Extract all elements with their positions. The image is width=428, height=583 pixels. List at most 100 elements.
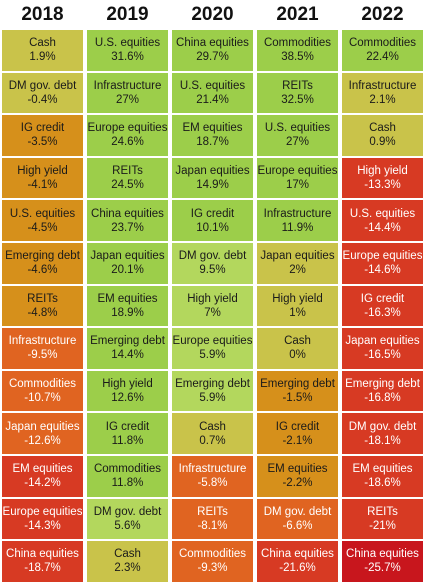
return-value: 9.5% [199, 264, 226, 277]
asset-name: EM equities [12, 463, 73, 476]
asset-name: Commodities [8, 378, 77, 391]
return-cell: DM gov. debt -18.1% [342, 413, 423, 454]
asset-name: Europe equities [172, 335, 253, 348]
return-value: 2.1% [369, 93, 396, 106]
return-value: -12.6% [24, 434, 61, 447]
asset-name: U.S. equities [179, 79, 246, 92]
return-cell: Infrastructure -5.8% [172, 456, 253, 497]
return-value: -1.5% [282, 392, 313, 405]
return-cell: U.S. equities 21.4% [172, 72, 253, 114]
asset-name: Japan equities [260, 250, 335, 263]
return-cell: REITs 32.5% [257, 72, 338, 114]
asset-name: Commodities [263, 37, 332, 50]
return-cell: China equities -21.6% [257, 541, 338, 582]
asset-name: China equities [346, 548, 419, 561]
asset-name: Emerging debt [260, 378, 335, 391]
return-cell: Europe equities -14.3% [2, 498, 83, 540]
return-cell: IG credit 10.1% [172, 200, 253, 241]
return-cell: High yield -13.3% [342, 157, 423, 199]
return-cell: Commodities 22.4% [342, 30, 423, 71]
return-cell: China equities -25.7% [342, 541, 423, 582]
return-cell: REITs -8.1% [172, 498, 253, 540]
return-cell: IG credit -2.1% [257, 413, 338, 454]
return-cell: Europe equities 17% [257, 157, 338, 199]
asset-name: Infrastructure [93, 79, 162, 92]
return-cell: U.S. equities 27% [257, 115, 338, 156]
return-cell: U.S. equities -4.5% [2, 200, 83, 241]
asset-name: High yield [272, 292, 323, 305]
return-value: -21% [369, 519, 396, 532]
return-value: -4.5% [27, 221, 58, 234]
return-cell: DM gov. debt 9.5% [172, 243, 253, 284]
return-value: 17% [285, 179, 310, 192]
return-cell: Commodities 11.8% [87, 456, 168, 497]
return-value: -4.8% [27, 306, 58, 319]
asset-name: EM equities [182, 122, 243, 135]
return-cell: REITs -21% [342, 498, 423, 540]
return-cell: Cash 0.9% [342, 115, 423, 156]
return-value: -21.6% [279, 562, 316, 575]
asset-name: Infrastructure [348, 79, 417, 92]
asset-name: Commodities [93, 463, 162, 476]
return-cell: Infrastructure -9.5% [2, 328, 83, 369]
return-value: -18.7% [24, 562, 61, 575]
return-cell: Infrastructure 11.9% [257, 200, 338, 241]
asset-name: High yield [17, 165, 68, 178]
return-cell: Emerging debt -1.5% [257, 370, 338, 412]
asset-name: Emerging debt [5, 250, 80, 263]
return-cell: High yield 12.6% [87, 370, 168, 412]
asset-name: High yield [357, 165, 408, 178]
asset-name: IG credit [105, 420, 150, 433]
asset-name: REITs [282, 79, 313, 92]
return-cell: Emerging debt 5.9% [172, 370, 253, 412]
return-cell: Cash 0.7% [172, 413, 253, 454]
return-cell: EM equities -14.2% [2, 456, 83, 497]
return-value: -9.3% [197, 562, 228, 575]
asset-name: U.S. equities [264, 122, 331, 135]
asset-name: High yield [187, 292, 238, 305]
return-cell: DM gov. debt 5.6% [87, 498, 168, 540]
return-cell: Japan equities 2% [257, 243, 338, 284]
asset-name: Infrastructure [178, 463, 247, 476]
return-value: 1.9% [29, 51, 56, 64]
return-value: -5.8% [197, 477, 228, 490]
return-cell: China equities -18.7% [2, 541, 83, 582]
asset-name: EM equities [267, 463, 328, 476]
return-cell: Japan equities 14.9% [172, 157, 253, 199]
asset-name: Japan equities [5, 420, 80, 433]
return-value: -25.7% [364, 562, 401, 575]
return-value: -16.3% [364, 306, 401, 319]
return-value: -14.6% [364, 264, 401, 277]
return-cell: High yield 7% [172, 285, 253, 327]
return-value: 5.6% [114, 519, 141, 532]
return-value: 7% [204, 306, 221, 319]
asset-name: DM gov. debt [348, 420, 417, 433]
return-cell: Emerging debt -16.8% [342, 370, 423, 412]
return-cell: China equities 29.7% [172, 30, 253, 71]
asset-name: Commodities [348, 37, 417, 50]
return-value: 38.5% [281, 51, 314, 64]
asset-name: U.S. equities [349, 207, 416, 220]
asset-name: Europe equities [257, 165, 338, 178]
return-cell: EM equities 18.7% [172, 115, 253, 156]
return-value: -2.2% [282, 477, 313, 490]
return-value: 27% [285, 136, 310, 149]
return-cell: Infrastructure 27% [87, 72, 168, 114]
asset-name: IG credit [20, 122, 65, 135]
return-cell: IG credit -16.3% [342, 285, 423, 327]
return-value: 2% [289, 264, 306, 277]
return-value: 14.9% [196, 179, 229, 192]
asset-name: Europe equities [2, 505, 83, 518]
return-cell: High yield 1% [257, 285, 338, 327]
return-cell: U.S. equities -14.4% [342, 200, 423, 241]
asset-name: REITs [197, 505, 228, 518]
return-cell: Infrastructure 2.1% [342, 72, 423, 114]
asset-name: Cash [29, 37, 56, 50]
return-value: -18.6% [364, 477, 401, 490]
return-cell: REITs -4.8% [2, 285, 83, 327]
return-value: 23.7% [111, 221, 144, 234]
asset-name: China equities [176, 37, 249, 50]
asset-name: DM gov. debt [178, 250, 247, 263]
return-value: -9.5% [27, 349, 58, 362]
